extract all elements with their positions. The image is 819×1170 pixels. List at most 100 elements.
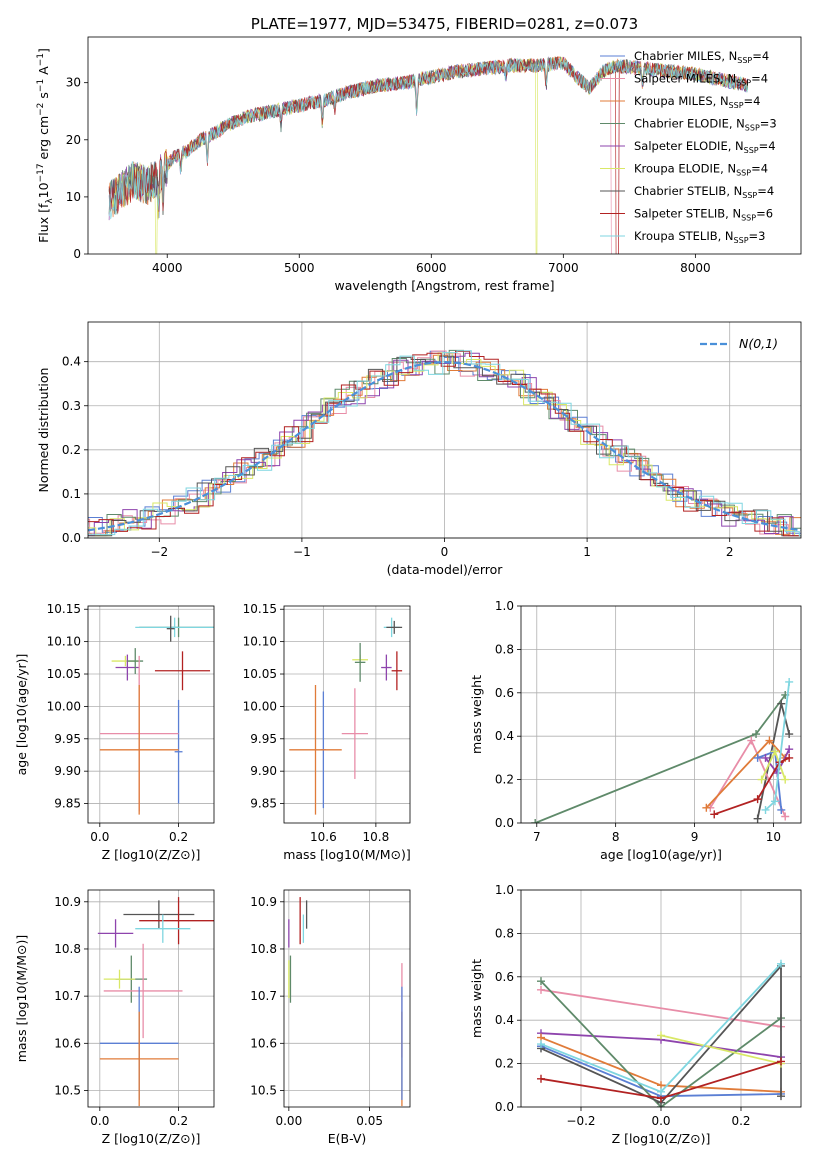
y-axis-label-part: −17 xyxy=(36,163,46,182)
x-tick-label: 4000 xyxy=(152,261,183,275)
plus-marker xyxy=(781,775,790,784)
y-tick-label: 9.95 xyxy=(54,732,81,746)
histograms xyxy=(88,349,801,537)
plus-marker xyxy=(753,753,762,762)
y-tick-label: 0.0 xyxy=(495,816,514,830)
y-tick-label: 1.0 xyxy=(495,883,514,897)
plus-marker xyxy=(710,810,719,819)
plus-marker xyxy=(747,736,756,745)
histogram-step xyxy=(88,352,801,537)
error-bars xyxy=(288,897,403,1107)
plus-marker xyxy=(785,677,794,686)
y-tick-label: 10.05 xyxy=(47,667,81,681)
axes-frame xyxy=(87,605,215,824)
y-axis-label: Flux [fλ10−17 erg cm−2 s−1 A−1] xyxy=(36,48,55,243)
y-tick-label: 9.85 xyxy=(54,797,81,811)
plus-marker xyxy=(777,959,785,968)
residual-legend: N(0,1) xyxy=(700,336,778,351)
legend-entry: Kroupa MILES, NSSP=4 xyxy=(634,94,760,110)
mass-vs-EBV-panel: 0.00 0.05 10.5 10.6 10.7 10.8 10.9 E(B-V) xyxy=(250,889,411,1146)
y-axis-label-part: ] xyxy=(36,48,51,53)
y-tick-label: 10 xyxy=(66,190,81,204)
x-tick-label: −1 xyxy=(293,545,311,559)
legend-value: =4 xyxy=(759,139,776,153)
spectrum-panel: PLATE=1977, MJD=53475, FIBERID=0281, z=0… xyxy=(36,15,802,293)
x-axis-label: mass [log10(M/M⊙)] xyxy=(283,847,411,862)
mass-vs-Z-panel: 0.0 0.2 10.5 10.6 10.7 10.8 10.9 Z [log10(Z/Z⊙)… xyxy=(14,889,215,1146)
mass-weight-lines xyxy=(537,959,785,1107)
x-tick-label: 1 xyxy=(583,545,591,559)
legend-entry: Salpeter MILES, NSSP=4 xyxy=(634,72,768,88)
y-tick-label: 10.6 xyxy=(54,1036,81,1050)
x-tick-label: 0 xyxy=(441,545,449,559)
axes-frame xyxy=(87,889,215,1108)
legend-sub: SSP xyxy=(742,191,757,200)
y-tick-label: 9.90 xyxy=(250,764,277,778)
y-tick-label: 10.7 xyxy=(250,989,277,1003)
age-vs-Z-panel: 0.0 0.2 9.85 9.90 9.95 10.00 10.05 10.10 10.15 Z … xyxy=(14,602,215,862)
y-tick-label: 0.4 xyxy=(495,1013,514,1027)
y-tick-label: 9.90 xyxy=(54,764,81,778)
histogram-step xyxy=(88,352,801,537)
spectrum-lines xyxy=(108,56,749,254)
y-tick-label: 10.15 xyxy=(47,602,81,616)
x-tick-label: 7 xyxy=(533,830,541,844)
y-axis-label: Normed distribution xyxy=(36,368,51,493)
x-tick-label: 8000 xyxy=(680,261,711,275)
y-tick-label: 0.6 xyxy=(495,970,514,984)
plus-marker xyxy=(761,753,770,762)
y-tick-label: 10.8 xyxy=(54,942,81,956)
y-axis-label-part: A xyxy=(36,66,51,79)
legend-entry: Chabrier ELODIE, NSSP=3 xyxy=(634,117,777,133)
mass-weight-vs-Z-panel: −0.2 0.0 0.2 0.0 0.2 0.4 0.6 0.8 1.0 Z [log10(Z/Z… xyxy=(469,883,802,1146)
mass-weight-vs-age-panel: 7 8 9 10 0.0 0.2 0.4 0.6 0.8 1.0 age [log10(age/yr… xyxy=(469,599,802,862)
legend-value: =3 xyxy=(760,117,777,131)
plus-marker xyxy=(777,805,786,814)
y-axis-label: mass weight xyxy=(469,675,484,754)
plus-marker xyxy=(657,1031,665,1040)
histogram-step xyxy=(88,355,801,537)
y-tick-label: 10.5 xyxy=(54,1083,81,1097)
histogram-step xyxy=(88,350,801,537)
legend-text: Salpeter STELIB, N xyxy=(634,207,741,221)
x-tick-label: 0.2 xyxy=(169,1114,188,1128)
y-tick-label: 10.00 xyxy=(243,699,277,713)
y-tick-label: 10.9 xyxy=(250,895,277,909)
legend-sub: SSP xyxy=(741,214,756,223)
y-tick-label: 0.0 xyxy=(495,1100,514,1114)
plus-marker xyxy=(777,1092,785,1101)
y-tick-label: 10.00 xyxy=(47,699,81,713)
legend-sub: SSP xyxy=(737,56,752,65)
plus-marker xyxy=(753,814,762,823)
histogram-step xyxy=(88,350,801,537)
x-axis-label: wavelength [Angstrom, rest frame] xyxy=(334,278,554,293)
legend-text: Chabrier ELODIE, N xyxy=(634,117,745,131)
plus-marker xyxy=(537,1040,545,1049)
plus-marker xyxy=(537,977,545,986)
y-tick-label: 9.85 xyxy=(250,797,277,811)
y-tick-label: 0.1 xyxy=(62,487,81,501)
y-tick-label: 0.4 xyxy=(495,729,514,743)
plus-marker xyxy=(785,753,794,762)
legend-sub: SSP xyxy=(729,101,744,110)
histogram-step xyxy=(88,354,801,537)
y-tick-label: 1.0 xyxy=(495,599,514,613)
series-line xyxy=(713,757,790,816)
y-tick-label: 0.4 xyxy=(62,355,81,369)
y-tick-label: 0.2 xyxy=(495,1057,514,1071)
y-axis-label-part: −2 xyxy=(36,103,46,116)
legend-text: Chabrier MILES, N xyxy=(634,49,737,63)
axes-frame xyxy=(520,889,802,1108)
x-tick-label: 0.00 xyxy=(275,1114,302,1128)
legend-entry: Chabrier STELIB, NSSP=4 xyxy=(634,184,774,200)
x-tick-label: 0.2 xyxy=(731,1114,750,1128)
legend-text: Kroupa ELODIE, N xyxy=(634,162,736,176)
axes-frame xyxy=(283,889,411,1108)
plus-marker xyxy=(761,805,770,814)
histogram-step xyxy=(88,350,801,537)
axes-frame xyxy=(520,605,802,824)
x-tick-label: 6000 xyxy=(416,261,447,275)
y-tick-label: 10.8 xyxy=(250,942,277,956)
legend-entry: Chabrier MILES, NSSP=4 xyxy=(634,49,769,65)
